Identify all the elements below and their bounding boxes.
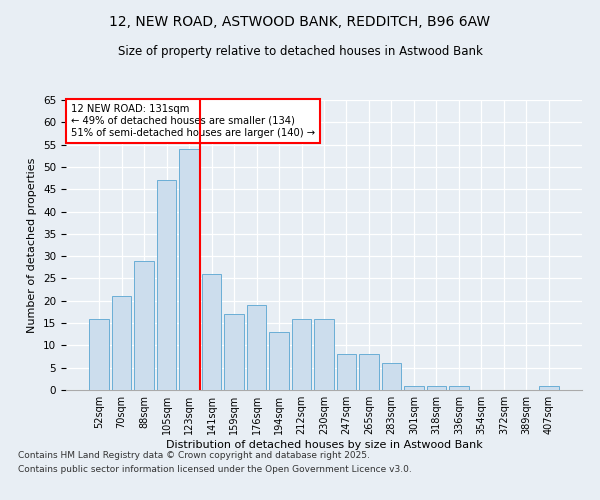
Bar <box>179 149 199 390</box>
Bar <box>89 318 109 390</box>
Bar <box>202 274 221 390</box>
Text: Contains HM Land Registry data © Crown copyright and database right 2025.: Contains HM Land Registry data © Crown c… <box>18 450 370 460</box>
Bar <box>224 314 244 390</box>
X-axis label: Distribution of detached houses by size in Astwood Bank: Distribution of detached houses by size … <box>166 440 482 450</box>
Text: 12 NEW ROAD: 131sqm
← 49% of detached houses are smaller (134)
51% of semi-detac: 12 NEW ROAD: 131sqm ← 49% of detached ho… <box>71 104 315 138</box>
Bar <box>269 332 289 390</box>
Bar <box>157 180 176 390</box>
Bar <box>359 354 379 390</box>
Bar <box>112 296 131 390</box>
Y-axis label: Number of detached properties: Number of detached properties <box>28 158 37 332</box>
Bar <box>292 318 311 390</box>
Bar <box>134 260 154 390</box>
Bar <box>247 305 266 390</box>
Bar <box>382 363 401 390</box>
Bar <box>337 354 356 390</box>
Text: Contains public sector information licensed under the Open Government Licence v3: Contains public sector information licen… <box>18 466 412 474</box>
Bar <box>449 386 469 390</box>
Bar <box>404 386 424 390</box>
Text: Size of property relative to detached houses in Astwood Bank: Size of property relative to detached ho… <box>118 45 482 58</box>
Text: 12, NEW ROAD, ASTWOOD BANK, REDDITCH, B96 6AW: 12, NEW ROAD, ASTWOOD BANK, REDDITCH, B9… <box>109 15 491 29</box>
Bar <box>314 318 334 390</box>
Bar <box>539 386 559 390</box>
Bar <box>427 386 446 390</box>
